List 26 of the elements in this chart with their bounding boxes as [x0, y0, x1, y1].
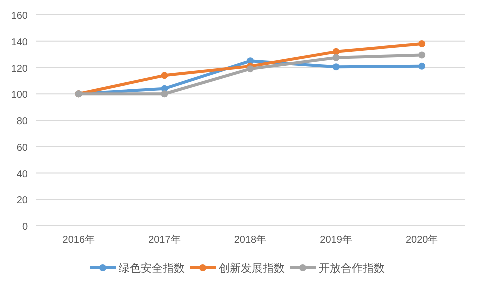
- point: [332, 54, 340, 62]
- x-tick-label: 2016年: [62, 234, 96, 246]
- point: [332, 64, 340, 71]
- x-tick-label: 2019年: [320, 234, 352, 246]
- x-tick-label: 2020年: [406, 234, 438, 246]
- y-tick-label: 140: [11, 37, 28, 48]
- y-tick-label: 120: [11, 64, 28, 75]
- y-tick-label: 160: [11, 11, 28, 22]
- legend-label: 开放合作指数: [319, 262, 385, 275]
- point: [418, 62, 426, 70]
- y-tick-label: 0: [22, 222, 28, 233]
- point: [418, 52, 426, 59]
- point: [418, 40, 426, 48]
- point: [247, 66, 254, 73]
- x-tick-label: 2017年: [148, 234, 181, 246]
- legend-label: 绿色安全指数: [119, 262, 185, 275]
- point: [332, 48, 340, 56]
- legend-label: 创新发展指数: [219, 262, 285, 275]
- y-tick-label: 20: [16, 196, 28, 207]
- point: [161, 90, 168, 98]
- y-tick-label: 80: [16, 116, 28, 128]
- y-tick-label: 40: [16, 169, 28, 180]
- point: [161, 72, 168, 80]
- y-tick-label: 100: [11, 90, 28, 102]
- x-tick-label: 2018年: [234, 234, 267, 246]
- y-tick-label: 60: [16, 142, 28, 154]
